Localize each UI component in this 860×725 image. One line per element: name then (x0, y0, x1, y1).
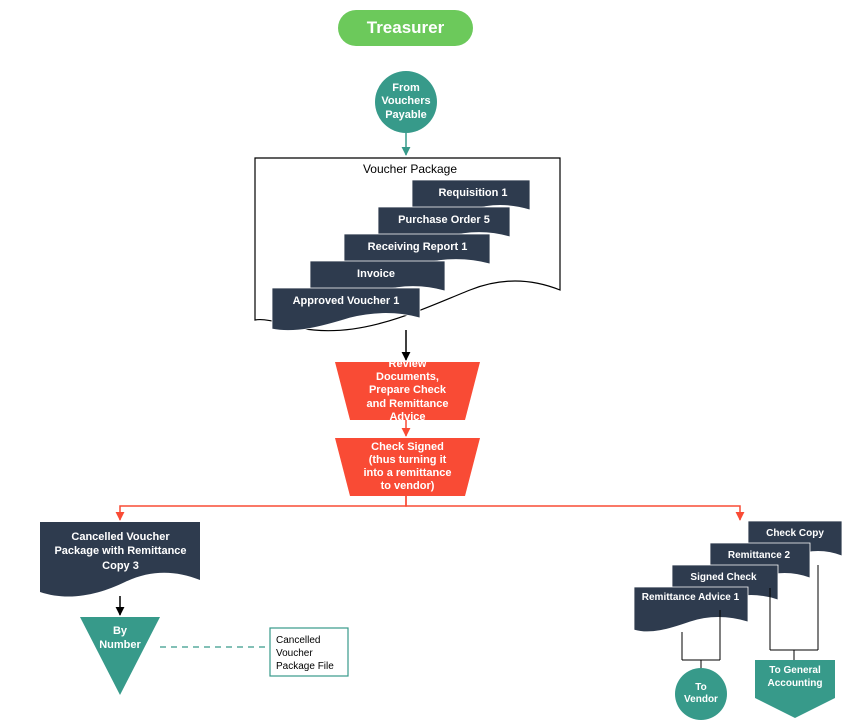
doc-purchase-order-label: Purchase Order 5 (384, 214, 504, 226)
to-general-label: To General Accounting (758, 665, 832, 690)
doc-check-copy-label: Check Copy (752, 528, 838, 539)
start-circle: From Vouchers Payable (375, 71, 437, 133)
by-number-label: By Number (92, 625, 148, 653)
process1-label: Review Documents, Prepare Check and Remi… (345, 364, 470, 418)
doc-signed-check-label: Signed Check (676, 572, 771, 583)
edge-process2-to-right (406, 496, 740, 520)
process2-label: Check Signed (thus turning it into a rem… (345, 440, 470, 494)
to-vendor-circle: To Vendor (675, 668, 727, 720)
start-text: From Vouchers Payable (379, 82, 433, 122)
doc-receiving-report-label: Receiving Report 1 (350, 241, 485, 253)
title-text: Treasurer (367, 18, 445, 38)
package-title: Voucher Package (340, 162, 480, 176)
doc-remittance-2-label: Remittance 2 (714, 550, 804, 561)
cancelled-voucher-label: Cancelled Voucher Package with Remittanc… (48, 530, 193, 573)
file-box-label: Cancelled Voucher Package File (272, 630, 346, 677)
doc-approved-voucher-label: Approved Voucher 1 (276, 295, 416, 307)
doc-invoice-label: Invoice (316, 268, 436, 280)
doc-remittance-advice-1-label: Remittance Advice 1 (638, 592, 743, 605)
edge-process2-to-left (120, 496, 406, 520)
to-vendor-text: To Vendor (679, 682, 723, 706)
doc-requisition-label: Requisition 1 (418, 187, 528, 199)
title-pill: Treasurer (338, 10, 473, 46)
